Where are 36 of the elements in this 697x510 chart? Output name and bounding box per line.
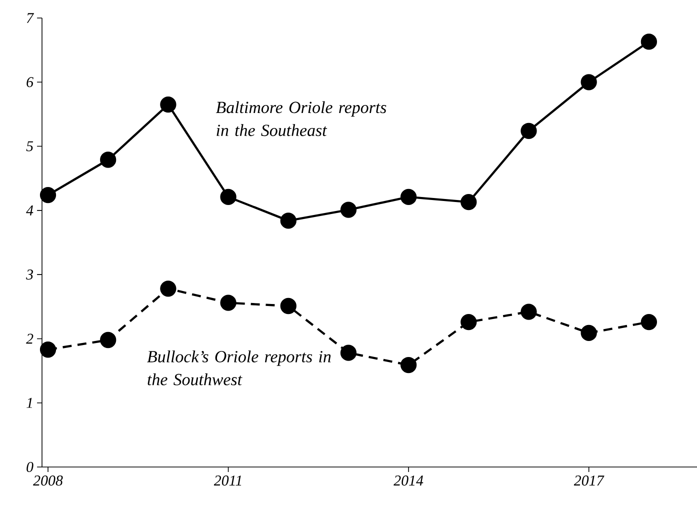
y-tick-label: 5 [26, 141, 34, 152]
point [580, 74, 597, 90]
point [340, 344, 357, 361]
point [160, 96, 176, 113]
point [460, 194, 477, 210]
point [280, 212, 296, 229]
y-tick-label: 7 [26, 13, 34, 23]
x-tick-label: 2011 [214, 476, 242, 486]
y-tick-label: 6 [26, 77, 34, 88]
point [220, 294, 236, 311]
y-tick-label: 0 [26, 462, 34, 472]
point [280, 298, 296, 314]
x-tick-label: 2008 [33, 476, 63, 486]
point [40, 186, 56, 204]
point [160, 280, 176, 297]
series-label: Baltimore Oriole reports in the Southeast [216, 101, 386, 136]
point [220, 188, 236, 206]
y-tick-label: 3 [26, 270, 34, 280]
y-tick-label: 1 [26, 398, 32, 408]
x-tick-label: 2014 [394, 476, 424, 486]
point [400, 188, 417, 206]
point [640, 34, 658, 50]
point [520, 304, 537, 320]
point [640, 314, 658, 330]
point [340, 202, 357, 218]
point [400, 356, 417, 374]
y-tick-label: 2 [26, 334, 34, 344]
series-label: Bullock’s Oriole reports in the Southwest [147, 350, 331, 386]
point [520, 122, 537, 139]
x-tick-label: 2017 [574, 476, 604, 486]
y-tick-label: 4 [26, 206, 34, 216]
point [100, 332, 116, 348]
point [460, 314, 477, 330]
point [100, 152, 116, 168]
point [580, 324, 597, 342]
point [40, 342, 56, 358]
